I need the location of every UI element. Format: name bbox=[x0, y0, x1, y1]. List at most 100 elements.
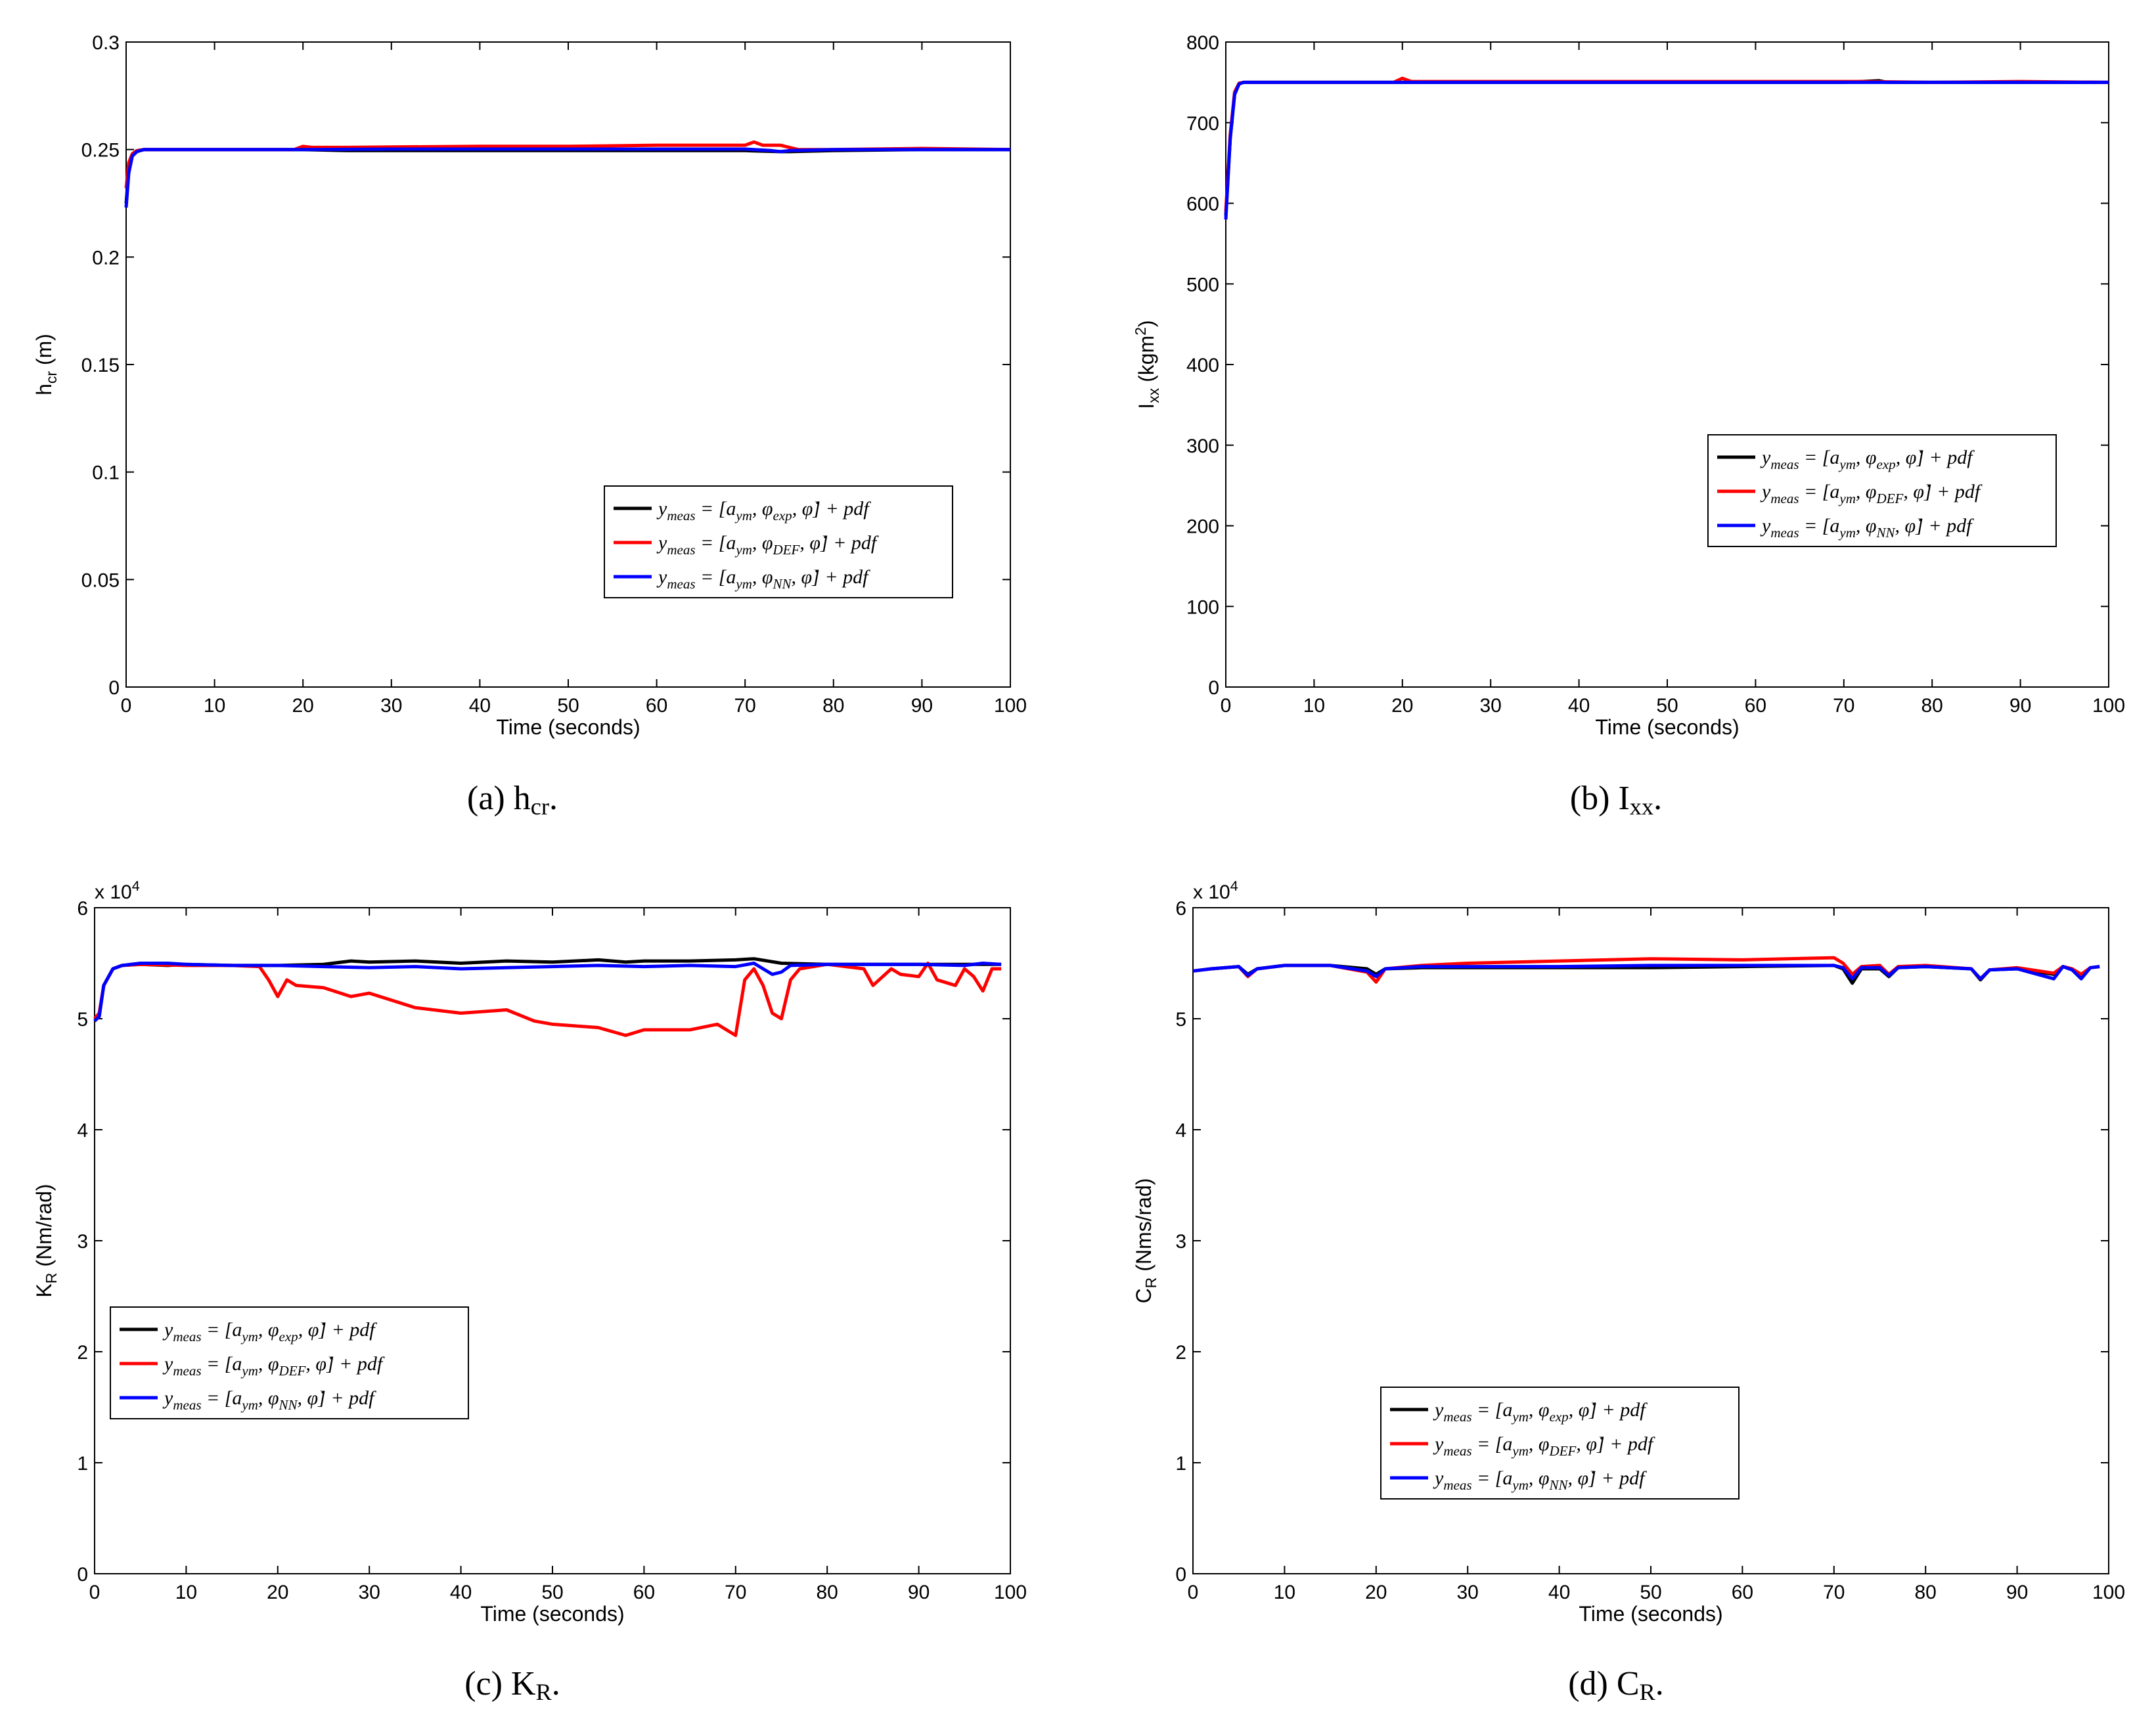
y-tick-label: 600 bbox=[1186, 194, 1219, 215]
x-tick-label: 0 bbox=[1188, 1582, 1199, 1603]
x-tick-label: 50 bbox=[1656, 695, 1678, 717]
subfigure-caption: (c) KR​. bbox=[464, 1665, 560, 1705]
x-tick-label: 80 bbox=[817, 1582, 838, 1603]
y-tick-label: 4 bbox=[1175, 1120, 1186, 1142]
legend: ymeas​ = [aym​, φexp​, φ̇] + pdf ymeas​ =… bbox=[110, 1306, 469, 1419]
series-line-3 bbox=[1224, 80, 2109, 220]
y-tick-label: 0.15 bbox=[81, 355, 120, 376]
series-line-3 bbox=[124, 147, 1010, 208]
y-tick-label: 5 bbox=[1175, 1009, 1186, 1031]
y-tick-label: 0.05 bbox=[81, 569, 120, 591]
x-tick-label: 80 bbox=[822, 695, 844, 717]
x-tick-label: 70 bbox=[734, 695, 756, 717]
chart-c: 0 10 20 30 40 50 60 70 80 90 100 0 1 2 3 4 5 6 x 104 Time (… bbox=[32, 878, 1027, 1705]
y-tick-label: 800 bbox=[1186, 32, 1219, 54]
y-tick-label: 0.25 bbox=[81, 140, 120, 162]
legend-label: ymeas​ = [aym​, φDEF​, φ̇] + pdf bbox=[1433, 1433, 1655, 1459]
legend: ymeas​ = [aym​, φexp​, φ̇] + pdf ymeas​ =… bbox=[1707, 434, 2057, 547]
y-tick-label: 4 bbox=[77, 1120, 88, 1142]
x-tick-label: 60 bbox=[633, 1582, 655, 1603]
x-tick-label: 30 bbox=[380, 695, 402, 717]
x-tick-label: 30 bbox=[359, 1582, 380, 1603]
legend-label: ymeas​ = [aym​, φDEF​, φ̇] + pdf bbox=[1760, 481, 1983, 506]
x-tick-label: 70 bbox=[1823, 1582, 1845, 1603]
x-tick-label: 40 bbox=[1568, 695, 1590, 717]
y-tick-label: 3 bbox=[77, 1231, 88, 1253]
x-axis-label: Time (seconds) bbox=[480, 1602, 624, 1626]
y-tick-label: 2 bbox=[1175, 1342, 1186, 1364]
y-axis-label: hcr​ (m) bbox=[32, 334, 60, 395]
legend-label: ymeas​ = [aym​, φNN​, φ̇] + pdf bbox=[656, 566, 870, 592]
y-tick-label: 700 bbox=[1186, 113, 1219, 135]
legend-label: ymeas​ = [aym​, φexp​, φ̇] + pdf bbox=[656, 498, 871, 523]
chart-b: 0 10 20 30 40 50 60 70 80 90 100 0 100 200 300 400 500 60… bbox=[1132, 32, 2125, 820]
legend-box bbox=[1707, 434, 2057, 547]
x-tick-label: 10 bbox=[1274, 1582, 1295, 1603]
subfigure-caption: (a) hcr​. bbox=[467, 780, 558, 820]
x-tick-label: 0 bbox=[1221, 695, 1232, 717]
subfigure-caption: (d) CR​. bbox=[1568, 1665, 1664, 1705]
x-tick-label: 50 bbox=[557, 695, 579, 717]
x-tick-label: 70 bbox=[725, 1582, 746, 1603]
x-tick-label: 100 bbox=[994, 1582, 1027, 1603]
x-tick-label: 20 bbox=[292, 695, 314, 717]
legend-label: ymeas​ = [aym​, φNN​, φ̇] + pdf bbox=[1433, 1467, 1647, 1493]
x-tick-label: 90 bbox=[2006, 1582, 2028, 1603]
chart-d: 0 10 20 30 40 50 60 70 80 90 100 0 1 2 3 4 5 6 x 104 Time (… bbox=[1132, 878, 2125, 1705]
y-tick-label: 6 bbox=[1175, 898, 1186, 920]
y-tick-label: 400 bbox=[1186, 355, 1219, 376]
y-tick-label: 0 bbox=[77, 1564, 88, 1586]
x-tick-label: 100 bbox=[2092, 695, 2125, 717]
y-tick-label: 100 bbox=[1186, 596, 1219, 618]
plot-area bbox=[1225, 41, 2109, 688]
y-axis-label: CR​ (Nms/rad) bbox=[1132, 1178, 1159, 1304]
x-tick-label: 100 bbox=[994, 695, 1027, 717]
y-exponent-label: x 104 bbox=[95, 878, 140, 903]
y-tick-label: 0.1 bbox=[92, 462, 120, 484]
legend-box bbox=[110, 1306, 469, 1419]
x-tick-label: 10 bbox=[1303, 695, 1325, 717]
x-tick-label: 0 bbox=[89, 1582, 101, 1603]
y-tick-label: 500 bbox=[1186, 274, 1219, 296]
x-tick-label: 60 bbox=[1732, 1582, 1753, 1603]
x-tick-label: 40 bbox=[469, 695, 491, 717]
y-tick-label: 1 bbox=[1175, 1453, 1186, 1475]
x-axis-label: Time (seconds) bbox=[1579, 1602, 1722, 1626]
x-tick-label: 30 bbox=[1480, 695, 1502, 717]
x-tick-label: 40 bbox=[1548, 1582, 1570, 1603]
x-tick-label: 90 bbox=[908, 1582, 930, 1603]
y-exponent-label: x 104 bbox=[1193, 878, 1238, 903]
x-tick-label: 40 bbox=[450, 1582, 472, 1603]
x-tick-label: 20 bbox=[1365, 1582, 1387, 1603]
y-tick-label: 2 bbox=[77, 1342, 88, 1364]
x-tick-label: 10 bbox=[204, 695, 225, 717]
y-tick-label: 6 bbox=[77, 898, 88, 920]
x-tick-label: 70 bbox=[1833, 695, 1854, 717]
y-axis-label: Ixx​ (kgm2​) bbox=[1132, 320, 1162, 409]
x-tick-label: 0 bbox=[121, 695, 132, 717]
x-tick-label: 10 bbox=[175, 1582, 197, 1603]
y-tick-label: 5 bbox=[77, 1009, 88, 1031]
x-tick-label: 30 bbox=[1457, 1582, 1479, 1603]
x-axis-label: Time (seconds) bbox=[1595, 715, 1739, 739]
legend-label: ymeas​ = [aym​, φexp​, φ̇] + pdf bbox=[162, 1319, 377, 1345]
y-tick-label: 200 bbox=[1186, 516, 1219, 538]
series-line-3 bbox=[93, 962, 1002, 1023]
y-tick-label: 3 bbox=[1175, 1231, 1186, 1253]
legend: ymeas​ = [aym​, φexp​, φ̇] + pdf ymeas​ =… bbox=[604, 485, 953, 598]
x-tick-label: 50 bbox=[1640, 1582, 1661, 1603]
y-tick-label: 0 bbox=[1208, 677, 1219, 699]
x-tick-label: 60 bbox=[646, 695, 667, 717]
legend-label: ymeas​ = [aym​, φexp​, φ̇] + pdf bbox=[1433, 1399, 1648, 1425]
x-tick-label: 100 bbox=[2092, 1582, 2125, 1603]
y-tick-label: 0.3 bbox=[92, 32, 120, 54]
x-tick-label: 80 bbox=[1921, 695, 1943, 717]
x-tick-label: 60 bbox=[1745, 695, 1766, 717]
plot-area bbox=[94, 907, 1011, 1574]
legend-label: ymeas​ = [aym​, φNN​, φ̇] + pdf bbox=[162, 1387, 376, 1413]
x-tick-label: 80 bbox=[1915, 1582, 1937, 1603]
legend-box bbox=[604, 485, 953, 598]
x-tick-label: 50 bbox=[541, 1582, 563, 1603]
y-tick-label: 1 bbox=[77, 1453, 88, 1475]
